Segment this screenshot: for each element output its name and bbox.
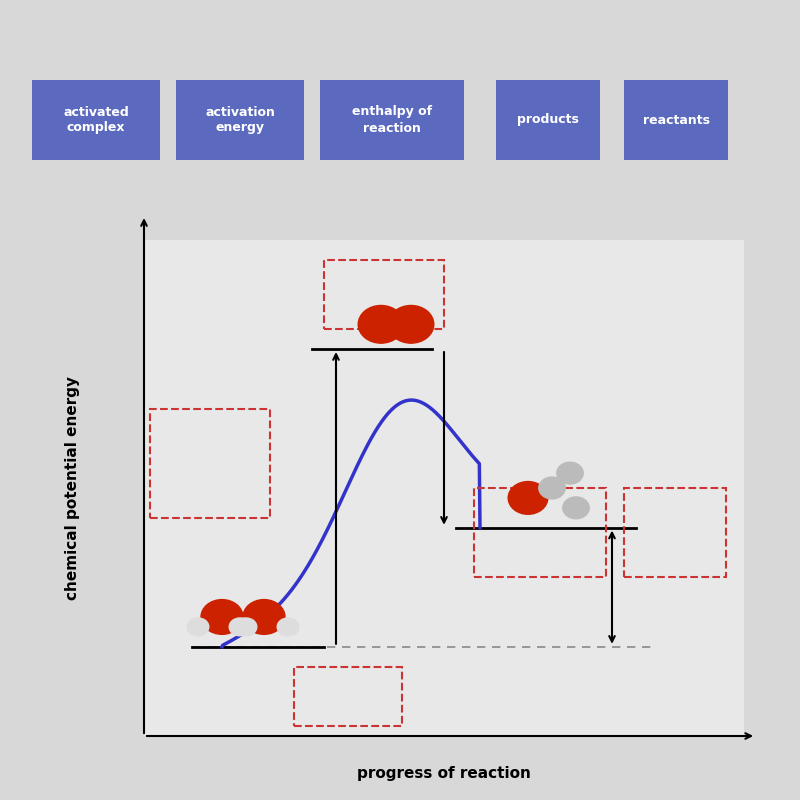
Text: progress of reaction: progress of reaction: [357, 766, 531, 781]
Bar: [324, 260, 444, 330]
Text: reactants: reactants: [642, 114, 710, 126]
Circle shape: [229, 618, 251, 636]
Text: activation
energy: activation energy: [205, 106, 275, 134]
Bar: [474, 488, 606, 578]
Bar: [294, 666, 402, 726]
Circle shape: [187, 618, 209, 636]
Circle shape: [201, 600, 243, 634]
Circle shape: [562, 497, 589, 518]
Bar: [624, 488, 726, 578]
Circle shape: [243, 600, 285, 634]
Text: chemical potential energy: chemical potential energy: [65, 376, 79, 600]
Circle shape: [539, 477, 565, 499]
Circle shape: [277, 618, 299, 636]
Circle shape: [508, 482, 548, 514]
Circle shape: [388, 306, 434, 343]
Circle shape: [557, 462, 583, 484]
Text: activated
complex: activated complex: [63, 106, 129, 134]
Text: products: products: [517, 114, 579, 126]
Bar: [150, 409, 270, 518]
Circle shape: [358, 306, 404, 343]
Circle shape: [235, 618, 257, 636]
Text: enthalpy of
reaction: enthalpy of reaction: [352, 106, 432, 134]
